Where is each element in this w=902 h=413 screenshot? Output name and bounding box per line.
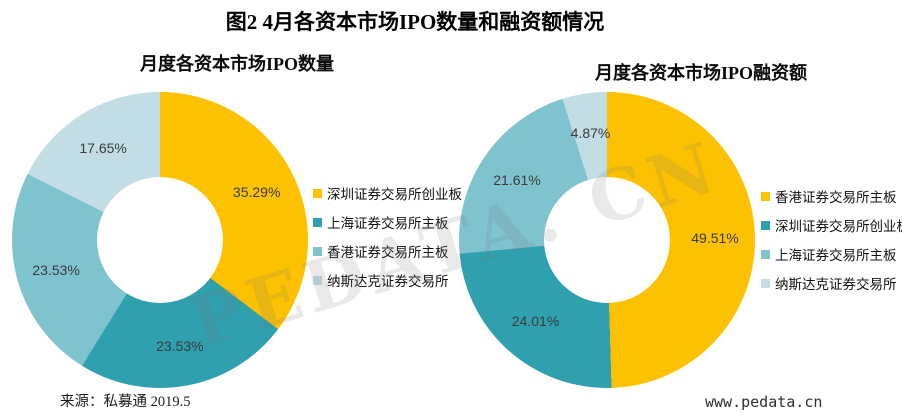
slice-value-label: 23.53% — [156, 338, 204, 355]
legend-label: 深圳证券交易所创业板 — [327, 187, 462, 202]
legend-swatch-icon — [313, 188, 322, 198]
legend-swatch-icon — [761, 278, 770, 288]
legend-item: 上海证券交易所主板 — [313, 213, 462, 231]
slice-value-label: 23.53% — [32, 261, 80, 278]
donut-ring — [459, 92, 755, 388]
website-url: www.pedata.cn — [705, 393, 823, 411]
donut-chart-ipo-amount: 49.51% 24.01% 21.61% 4.87% — [459, 92, 755, 388]
legend-label: 纳斯达克证券交易所 — [327, 274, 449, 289]
legend-swatch-icon — [761, 220, 770, 230]
legend-label: 纳斯达克证券交易所 — [775, 277, 897, 292]
source-note: 来源：私募通 2019.5 — [60, 394, 191, 410]
legend-ipo-count: 深圳证券交易所创业板 上海证券交易所主板 香港证券交易所主板 纳斯达克证券交易所 — [313, 184, 462, 300]
legend-item: 香港证券交易所主板 — [761, 187, 902, 205]
slice-value-label: 24.01% — [511, 312, 560, 329]
legend-item: 深圳证券交易所创业板 — [761, 216, 902, 234]
chart-title-ipo-count: 月度各资本市场IPO数量 — [140, 54, 335, 74]
legend-swatch-icon — [313, 275, 322, 285]
legend-label: 香港证券交易所主板 — [775, 190, 897, 205]
slice-value-label: 17.65% — [79, 140, 127, 157]
donut-ring — [12, 92, 308, 388]
legend-ipo-amount: 香港证券交易所主板 深圳证券交易所创业板 上海证券交易所主板 纳斯达克证券交易所 — [761, 187, 902, 303]
legend-label: 深圳证券交易所创业板 — [775, 219, 902, 234]
legend-label: 上海证券交易所主板 — [775, 248, 897, 263]
legend-swatch-icon — [313, 246, 322, 256]
slice-value-label: 35.29% — [232, 183, 281, 200]
legend-item: 上海证券交易所主板 — [761, 245, 902, 263]
legend-item: 纳斯达克证券交易所 — [761, 274, 902, 292]
slice-value-label: 49.51% — [691, 230, 739, 247]
legend-swatch-icon — [761, 191, 770, 201]
donut-chart-ipo-count: 35.29% 23.53% 23.53% 17.65% — [12, 92, 308, 388]
slice-value-label: 21.61% — [493, 172, 541, 189]
legend-item: 深圳证券交易所创业板 — [313, 184, 462, 202]
legend-item: 香港证券交易所主板 — [313, 242, 462, 260]
legend-swatch-icon — [313, 217, 322, 227]
chart-title-ipo-amount: 月度各资本市场IPO融资额 — [595, 63, 807, 83]
legend-label: 香港证券交易所主板 — [327, 245, 449, 260]
figure-title: 图2 4月各资本市场IPO数量和融资额情况 — [225, 10, 605, 34]
legend-swatch-icon — [761, 249, 770, 259]
legend-item: 纳斯达克证券交易所 — [313, 271, 462, 289]
legend-label: 上海证券交易所主板 — [327, 216, 449, 231]
slice-value-label: 4.87% — [570, 125, 611, 142]
